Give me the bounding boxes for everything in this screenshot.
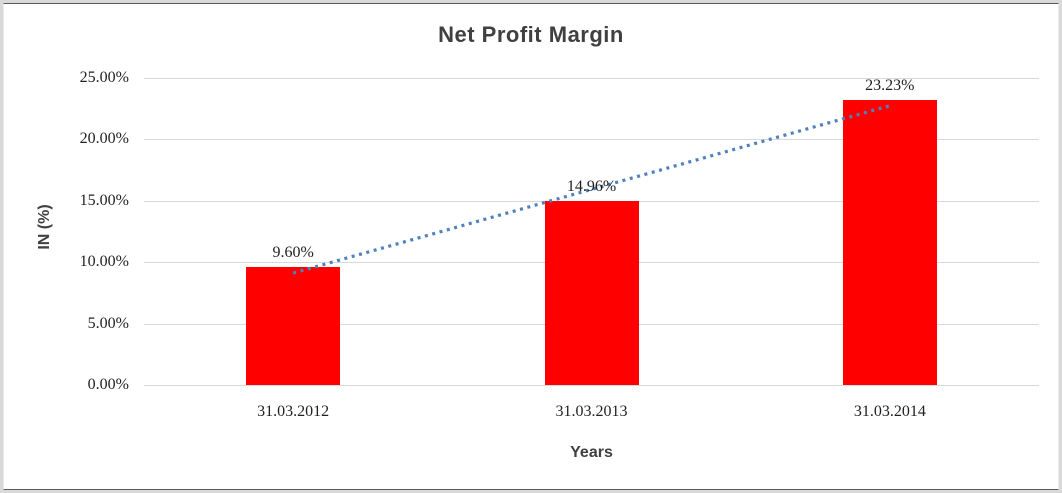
bar xyxy=(544,201,639,385)
x-category-label: 31.03.2013 xyxy=(555,403,628,420)
bar xyxy=(842,99,937,385)
y-tick-label: 0.00% xyxy=(87,376,129,393)
gridline xyxy=(144,78,1039,79)
y-tick-label: 10.00% xyxy=(79,253,129,271)
y-tick-label: 25.00% xyxy=(79,69,129,86)
plot-area xyxy=(144,78,1039,386)
x-category-label: 31.03.2014 xyxy=(853,403,926,420)
y-tick-label: 20.00% xyxy=(79,130,129,148)
gridline xyxy=(144,139,1039,141)
bar-data-label: 23.23% xyxy=(865,76,915,94)
x-category-label: 31.03.2012 xyxy=(257,403,330,420)
bar-data-label: 9.60% xyxy=(272,244,314,262)
trendline xyxy=(292,104,891,275)
x-axis-title: Years xyxy=(570,444,613,461)
chart-frame: Net Profit Margin IN (%) 0.00% 5.00% 10.00… xyxy=(3,3,1059,490)
bar xyxy=(246,267,341,385)
y-tick-label: 5.00% xyxy=(87,314,129,332)
bar-data-label: 14.96% xyxy=(566,178,617,196)
chart-title: Net Profit Margin xyxy=(438,22,624,47)
gridline xyxy=(144,385,1039,386)
y-tick-label: 15.00% xyxy=(79,191,129,209)
